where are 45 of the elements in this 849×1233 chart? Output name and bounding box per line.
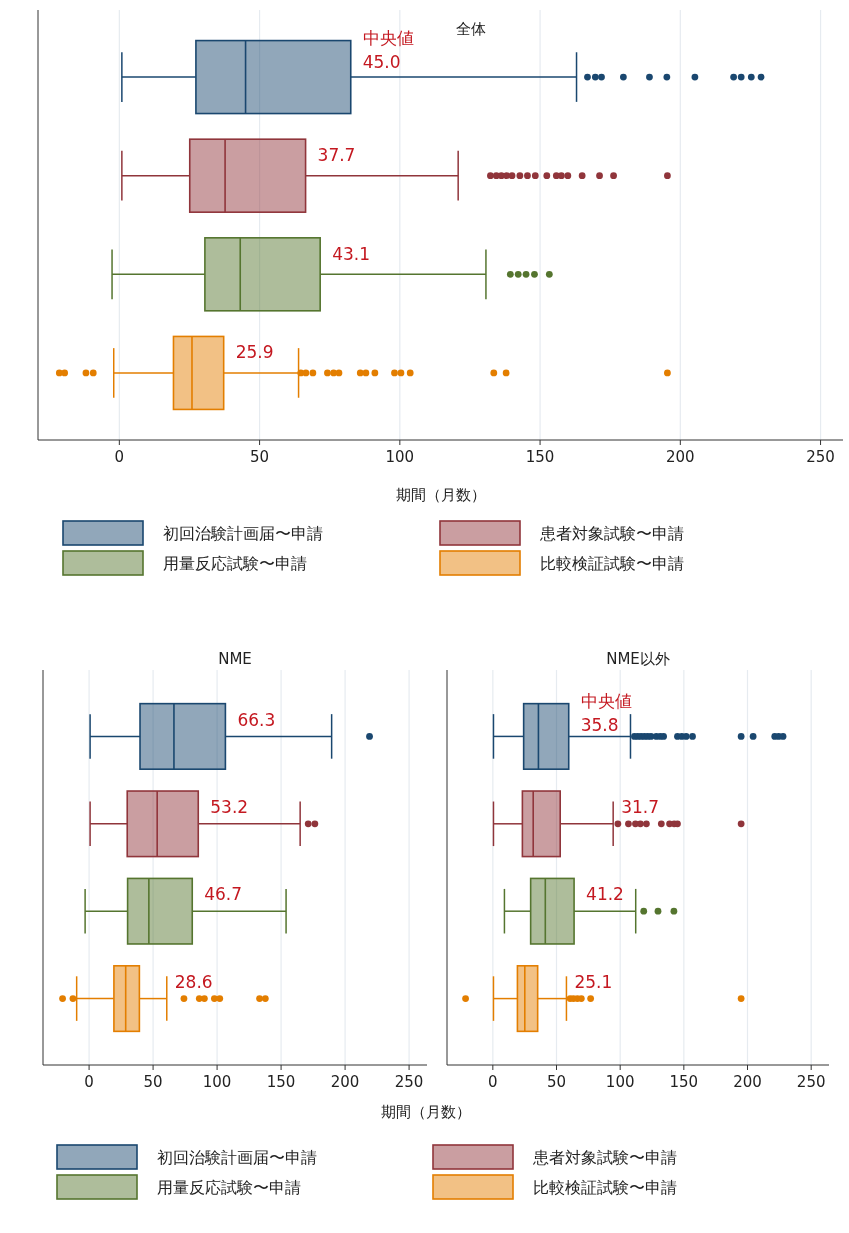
x-tick-label: 100 xyxy=(385,448,415,466)
annotation: 66.3 xyxy=(237,709,276,730)
legend-label: 用量反応試験〜申請 xyxy=(157,1178,301,1197)
x-tick-label: 150 xyxy=(266,1073,296,1091)
x-tick-label: 200 xyxy=(666,448,695,466)
annotation: 31.7 xyxy=(621,797,660,818)
x-tick-label: 50 xyxy=(250,448,270,466)
chart-title: NME xyxy=(218,650,252,668)
annotation: 28.6 xyxy=(174,971,213,992)
x-tick-label: 150 xyxy=(525,448,555,466)
x-tick-label: 250 xyxy=(806,448,835,466)
x-tick-label: 250 xyxy=(394,1073,424,1091)
x-tick-label: 100 xyxy=(605,1073,635,1091)
legend-label: 比較検証試験〜申請 xyxy=(533,1178,677,1197)
annotation: 53.2 xyxy=(210,797,249,818)
x-tick-label: 250 xyxy=(796,1073,826,1091)
legend-label: 初回治験計画届〜申請 xyxy=(157,1148,317,1167)
annotation: 37.7 xyxy=(317,145,356,166)
annotation: 中央値 xyxy=(580,690,632,711)
annotation: 中央値 xyxy=(362,27,414,48)
legend-label: 用量反応試験〜申請 xyxy=(163,554,307,573)
x-tick-label: 100 xyxy=(202,1073,232,1091)
x-tick-label: 150 xyxy=(669,1073,699,1091)
annotation: 43.1 xyxy=(332,243,371,264)
x-tick-label: 0 xyxy=(114,448,125,466)
annotation: 46.7 xyxy=(204,884,243,905)
x-axis-title: 期間（月数） xyxy=(381,1103,471,1121)
x-tick-label: 50 xyxy=(143,1073,163,1091)
text: 全体 xyxy=(455,20,486,38)
x-tick-label: 0 xyxy=(84,1073,94,1091)
legend-label: 患者対象試験〜申請 xyxy=(532,1148,677,1167)
x-tick-label: 50 xyxy=(546,1073,567,1091)
annotation: 41.2 xyxy=(586,884,624,905)
legend-label: 初回治験計画届〜申請 xyxy=(163,524,323,543)
chart-title: NME以外 xyxy=(606,650,670,668)
x-axis-title: 期間（月数） xyxy=(395,486,486,504)
annotation: 45.0 xyxy=(362,51,401,72)
annotation: 35.8 xyxy=(580,714,619,735)
legend-label: 比較検証試験〜申請 xyxy=(540,554,684,573)
legend-label: 患者対象試験〜申請 xyxy=(539,524,684,543)
x-tick-label: 0 xyxy=(488,1073,498,1091)
annotation: 25.1 xyxy=(574,971,613,992)
x-tick-label: 200 xyxy=(330,1073,360,1091)
annotation: 25.9 xyxy=(235,342,274,363)
x-tick-label: 200 xyxy=(733,1073,762,1091)
